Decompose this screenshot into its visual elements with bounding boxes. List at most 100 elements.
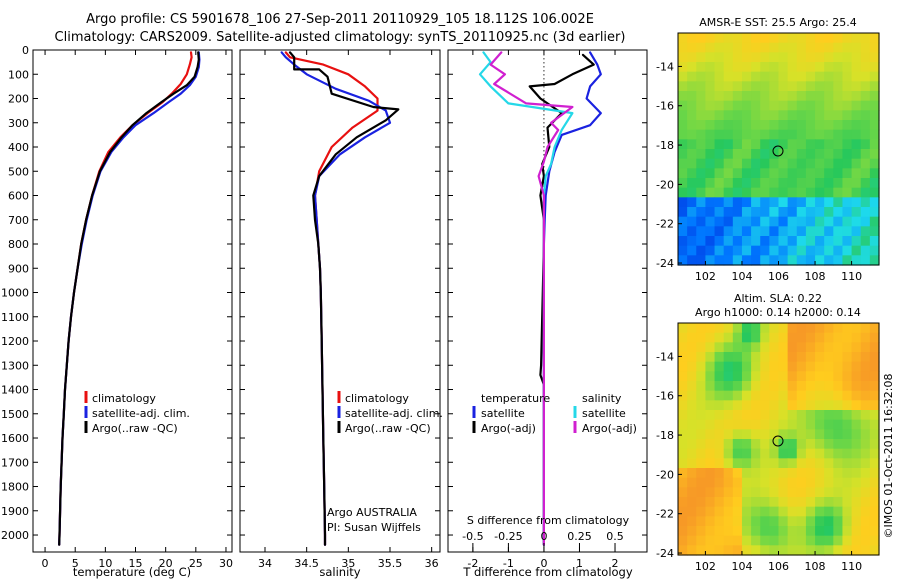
heatmap-cell (678, 33, 688, 44)
heatmap-cell (732, 342, 743, 353)
heatmap-cell (760, 429, 770, 440)
heatmap-cell (678, 342, 688, 353)
heatmap-cell (778, 255, 789, 266)
heatmap-cell (869, 255, 880, 266)
heatmap-cell (769, 139, 780, 150)
heatmap-cell (824, 332, 834, 343)
salinity-difference-ticks: -0.5 -0.25 0 0.25 0.5 (462, 530, 624, 552)
heatmap-cell (769, 458, 780, 469)
heatmap-cell (860, 81, 871, 92)
heatmap-cell (723, 245, 734, 256)
x-tick-label: 2 (612, 557, 619, 570)
heatmap-cell (778, 52, 789, 63)
heatmap-cell (778, 352, 789, 363)
heatmap-cell (842, 245, 853, 256)
heatmap-cell (796, 390, 807, 401)
heatmap-cell (723, 42, 734, 53)
heatmap-cell (714, 255, 725, 266)
difference-axes-frame (447, 49, 648, 553)
heatmap-cell (732, 158, 743, 169)
heatmap-cell (787, 332, 798, 343)
heatmap-cell (815, 81, 825, 92)
heatmap-cell (678, 110, 688, 121)
heatmap-cell (714, 352, 725, 363)
heatmap-cell (851, 245, 862, 256)
heatmap-cell (705, 400, 716, 411)
heatmap-cell (714, 410, 725, 421)
heatmap-cell (714, 381, 725, 392)
heatmap-cell (751, 62, 761, 73)
heatmap-cell (805, 477, 816, 488)
heatmap-cell (860, 419, 871, 430)
heatmap-cell (732, 42, 743, 53)
heatmap-cell (805, 207, 816, 218)
heatmap-cell (851, 139, 862, 150)
heatmap-cell (678, 178, 688, 189)
heatmap-cell (678, 526, 688, 537)
heatmap-cell (705, 468, 716, 479)
heatmap-cell (741, 487, 752, 498)
heatmap-cell (869, 477, 880, 488)
heatmap-cell (869, 342, 880, 353)
temperature-legend: climatology satellite-adj. clim. Argo(..… (84, 391, 190, 435)
heatmap-cell (769, 33, 780, 44)
heatmap-cell (760, 81, 770, 92)
heatmap-cell (678, 332, 688, 343)
heatmap-cell (687, 255, 697, 266)
heatmap-cell (751, 120, 761, 131)
heatmap-cell (678, 245, 688, 256)
heatmap-cell (705, 410, 716, 421)
heatmap-cell (824, 42, 834, 53)
heatmap-cell (869, 429, 880, 440)
heatmap-cell (705, 207, 716, 218)
heatmap-cell (815, 139, 825, 150)
heatmap-cell (824, 535, 834, 546)
heatmap-cell (833, 71, 844, 82)
heatmap-cell (851, 477, 862, 488)
heatmap-cell (842, 458, 853, 469)
heatmap-cell (714, 419, 725, 430)
heatmap-cell (769, 390, 780, 401)
heatmap-cell (732, 197, 743, 208)
heatmap-cell (714, 81, 725, 92)
heatmap-cell (769, 52, 780, 63)
heatmap-cell (787, 535, 798, 546)
y-tick-label: 800 (8, 238, 29, 251)
x-tick-label: 34 (258, 557, 272, 570)
heatmap-cell (815, 255, 825, 266)
heatmap-cell (705, 71, 716, 82)
heatmap-cell (760, 33, 770, 44)
heatmap-cell (860, 158, 871, 169)
heatmap-cell (842, 352, 853, 363)
heatmap-cell (815, 487, 825, 498)
heatmap-cell (741, 497, 752, 508)
heatmap-cell (815, 323, 825, 334)
heatmap-cell (805, 535, 816, 546)
heatmap-cell (805, 216, 816, 227)
sst-map-ticks: 102 104 106 108 110 -14 -16 -18 -20 -22 -24 (656, 60, 862, 283)
heatmap-cell (824, 419, 834, 430)
heatmap-cell (741, 535, 752, 546)
heatmap-cell (796, 33, 807, 44)
heatmap-cell (760, 487, 770, 498)
heatmap-cell (787, 429, 798, 440)
legend-title-salinity: salinity (582, 392, 622, 405)
heatmap-cell (687, 419, 697, 430)
heatmap-cell (805, 245, 816, 256)
heatmap-cell (723, 468, 734, 479)
heatmap-cell (842, 62, 853, 73)
heatmap-cell (833, 187, 844, 198)
heatmap-cell (732, 439, 743, 450)
heatmap-cell (805, 52, 816, 63)
heatmap-cell (860, 129, 871, 140)
heatmap-cell (714, 207, 725, 218)
y-tick-label: 100 (8, 68, 29, 81)
legend-label-satellite: satellite-adj. clim. (92, 407, 190, 420)
heatmap-cell (741, 342, 752, 353)
heatmap-cell (751, 197, 761, 208)
heatmap-cell (833, 178, 844, 189)
heatmap-cell (805, 197, 816, 208)
heatmap-cell (833, 535, 844, 546)
heatmap-cell (705, 506, 716, 517)
heatmap-cell (851, 236, 862, 247)
